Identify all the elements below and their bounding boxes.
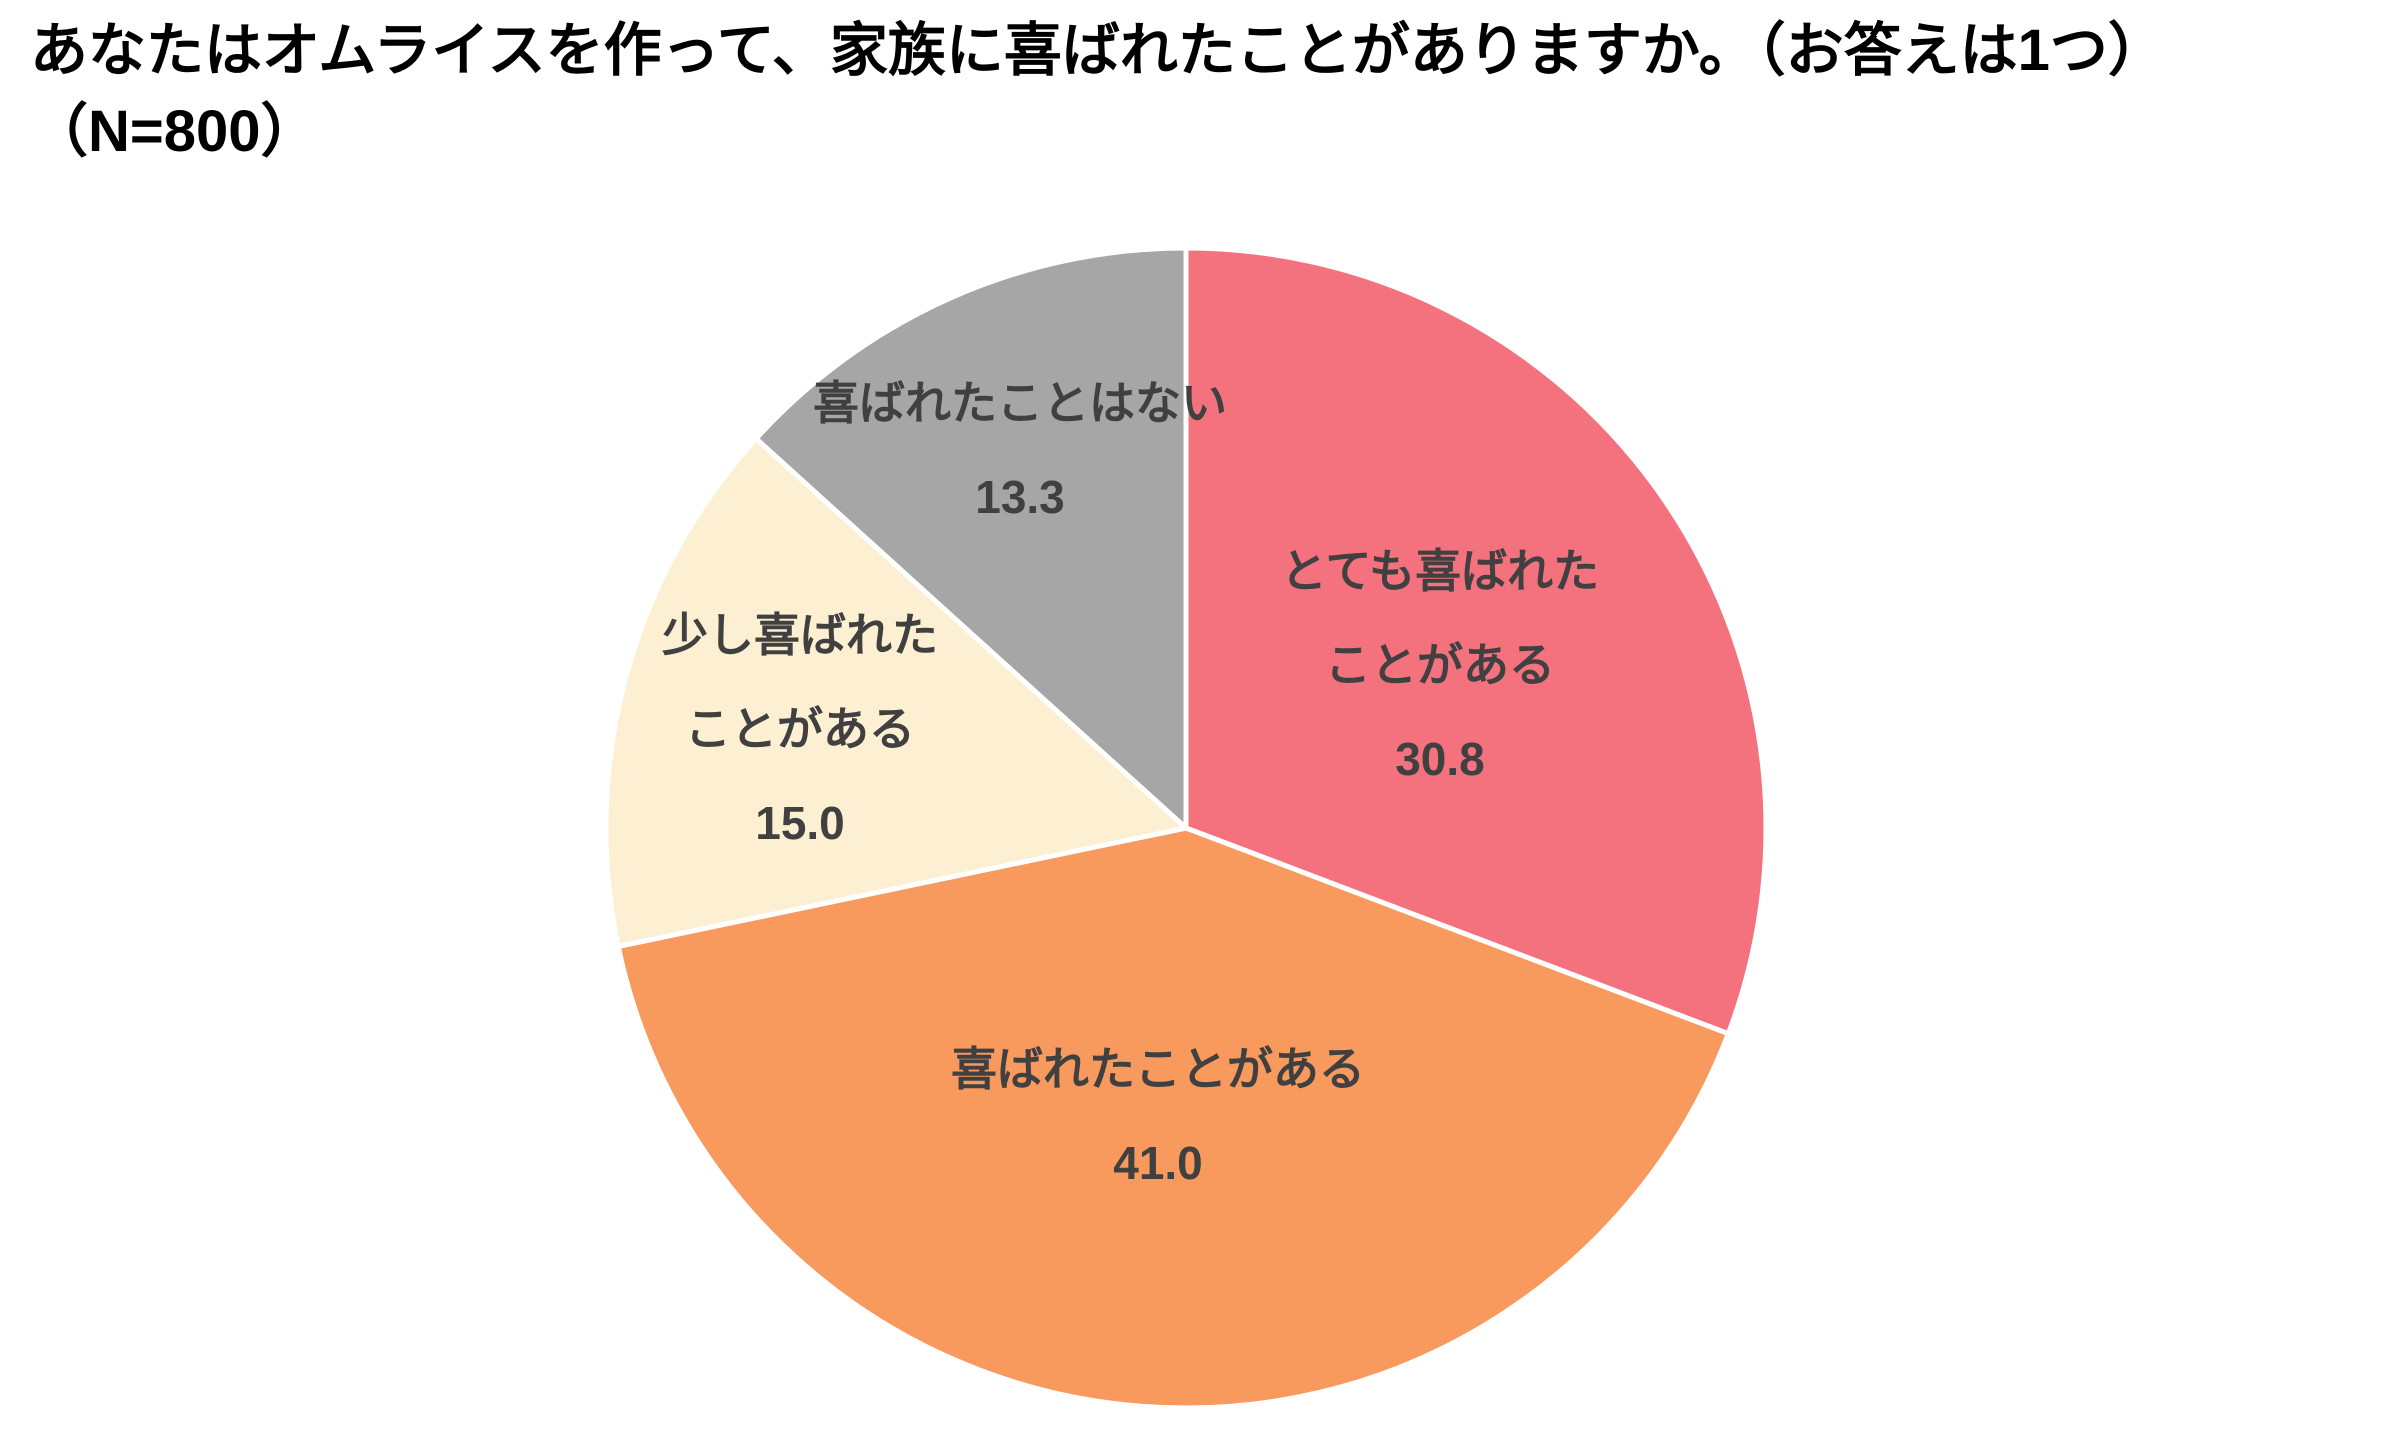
pie-slice-very-pleased (1183, 245, 1769, 1037)
pie-label-value: 15.0 (755, 797, 845, 849)
pie-label-text: 喜ばれたことがある (951, 1043, 1365, 1095)
pie-label-text: ことがある (1324, 639, 1555, 691)
pie-label-value: 41.0 (1113, 1137, 1203, 1189)
pie-label-text: 少し喜ばれた (662, 609, 938, 661)
pie-label-text: ことがある (685, 703, 915, 755)
pie-label-slightly-pleased: 少し喜ばれた ことがある 15.0 (662, 612, 938, 846)
pie-label-never-pleased: 喜ばれたことはない 13.3 (813, 380, 1227, 520)
pie-label-text: とても喜ばれた (1280, 545, 1600, 597)
sample-size-label: （N=800） (30, 99, 319, 165)
pie-label-pleased: 喜ばれたことがある 41.0 (951, 1046, 1365, 1186)
chart-question-title: あなたはオムライスを作って、家族に喜ばれたことがありますか。（お答えは1つ） (30, 18, 2166, 83)
pie-slice-slightly-pleased (603, 436, 1189, 949)
pie-chart (603, 245, 1769, 1411)
chart-title-block: あなたはオムライスを作って、家族に喜ばれたことがありますか。（お答えは1つ） （… (30, 10, 2166, 172)
pie-label-value: 13.3 (975, 471, 1065, 523)
pie-label-very-pleased: とても喜ばれた ことがある 30.8 (1281, 548, 1599, 782)
pie-slice-never-pleased (753, 245, 1189, 831)
pie-label-value: 30.8 (1395, 733, 1485, 785)
pie-slice-pleased (615, 825, 1731, 1411)
pie-label-text: 喜ばれたことはない (813, 377, 1227, 429)
